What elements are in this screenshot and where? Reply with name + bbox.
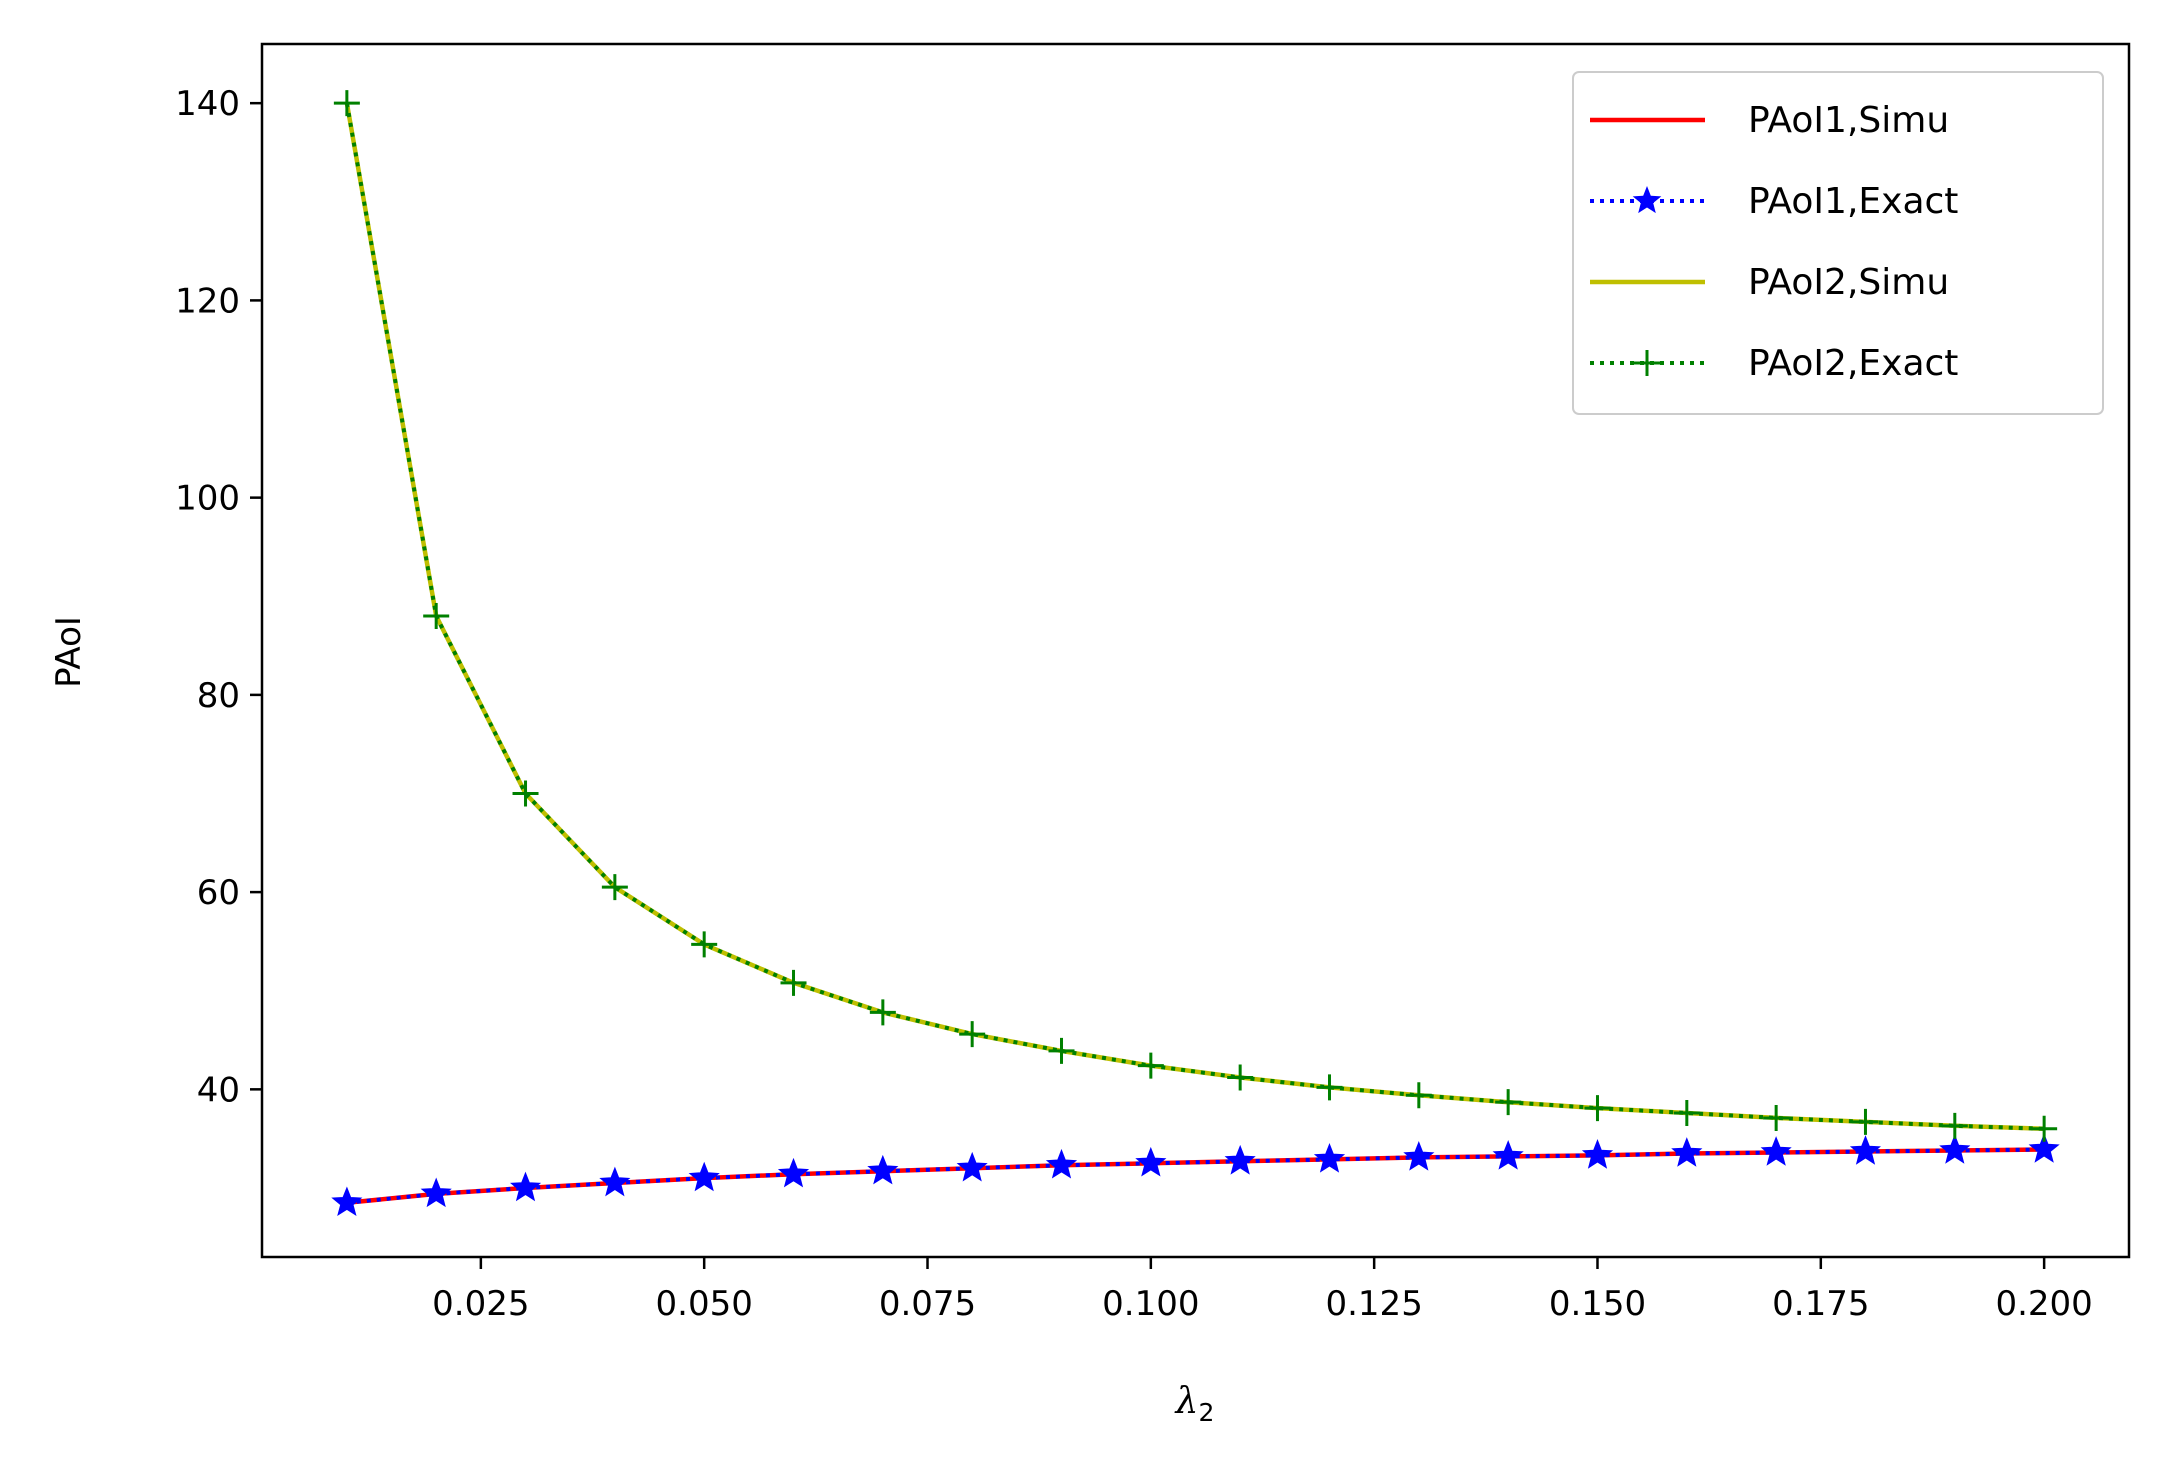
data-point-star — [1224, 1144, 1256, 1175]
data-point-star — [688, 1161, 720, 1192]
data-point-plus — [1941, 1112, 1968, 1139]
x-axis-label: λ2 — [1174, 1381, 1215, 1427]
legend-label: PAoI2,Exact — [1748, 343, 1958, 384]
data-point-star — [1760, 1136, 1792, 1166]
data-point-plus — [1763, 1104, 1790, 1131]
data-point-star — [777, 1157, 810, 1188]
series-line — [344, 102, 2045, 1131]
x-tick-label: 0.200 — [1995, 1284, 2092, 1324]
data-point-plus — [780, 969, 807, 996]
data-point-plus — [1137, 1052, 1164, 1079]
data-point-star — [331, 1186, 363, 1217]
x-tick-label: 0.125 — [1325, 1284, 1422, 1324]
data-point-star — [1581, 1139, 1614, 1169]
y-tick-label: 140 — [175, 84, 240, 124]
series-line — [346, 1147, 2045, 1205]
legend-label: PAoI2,Simu — [1748, 262, 1949, 303]
legend-marker-star — [1632, 186, 1662, 214]
data-point-star — [1403, 1141, 1435, 1171]
x-tick-label: 0.075 — [879, 1284, 976, 1324]
data-point-star — [510, 1171, 542, 1202]
data-point-star — [1671, 1137, 1703, 1167]
series-layer — [331, 90, 2060, 1217]
data-point-star — [1492, 1140, 1524, 1170]
legend-label: PAoI1,Simu — [1748, 100, 1949, 141]
legend-marker-plus — [1634, 350, 1660, 376]
y-axis-label: PAoI — [49, 616, 89, 688]
plot-frame — [260, 42, 2131, 1259]
data-point-plus — [423, 602, 450, 629]
data-point-plus — [333, 90, 360, 117]
data-point-plus — [601, 874, 628, 901]
y-tick-label: 120 — [175, 281, 240, 321]
data-point-star — [956, 1151, 988, 1182]
data-point-star — [1939, 1134, 1971, 1164]
x-axis-label-main: λ — [1174, 1381, 1199, 1422]
data-point-star — [1135, 1146, 1167, 1177]
y-tick-label: 40 — [197, 1070, 240, 1110]
data-point-star — [1045, 1148, 1078, 1179]
y-tick-label: 80 — [197, 676, 240, 716]
data-point-star — [867, 1154, 899, 1185]
data-point-plus — [1227, 1064, 1254, 1091]
y-tick-label: 60 — [197, 873, 240, 913]
data-point-plus — [1495, 1089, 1522, 1116]
data-point-star — [599, 1166, 631, 1197]
data-point-plus — [1048, 1037, 1075, 1064]
data-point-plus — [512, 780, 539, 807]
x-tick-label: 0.175 — [1772, 1284, 1869, 1324]
x-tick-label: 0.025 — [432, 1284, 529, 1324]
x-tick-label: 0.100 — [1102, 1284, 1199, 1324]
legend-label: PAoI1,Exact — [1748, 181, 1958, 222]
x-axis-label-subscript: 2 — [1198, 1398, 1214, 1427]
data-point-plus — [691, 931, 718, 958]
data-point-plus — [2031, 1115, 2058, 1142]
x-tick-label: 0.150 — [1549, 1284, 1646, 1324]
data-point-plus — [869, 999, 896, 1026]
data-point-plus — [1852, 1108, 1879, 1135]
legend-box — [1572, 71, 2104, 415]
ticks-layer: 0.025 0.050 0.075 0.100 0.125 0.150 0.175 0.200… — [175, 84, 2093, 1324]
series-2 — [331, 1133, 2060, 1217]
data-point-plus — [1584, 1095, 1611, 1122]
data-point-star — [420, 1177, 452, 1208]
data-point-plus — [1316, 1074, 1343, 1101]
data-point-star — [2028, 1133, 2060, 1163]
data-point-plus — [1673, 1100, 1700, 1127]
data-point-star — [1849, 1135, 1881, 1165]
data-point-plus — [1405, 1082, 1432, 1109]
x-tick-label: 0.050 — [656, 1284, 753, 1324]
data-point-star — [1313, 1143, 1346, 1173]
legend: PAoI1,Simu PAoI1,Exact PAoI2,Simu PAoI2,Exa… — [1572, 71, 2104, 415]
series-4 — [333, 90, 2058, 1142]
y-tick-label: 100 — [175, 479, 240, 519]
data-point-plus — [959, 1021, 986, 1048]
